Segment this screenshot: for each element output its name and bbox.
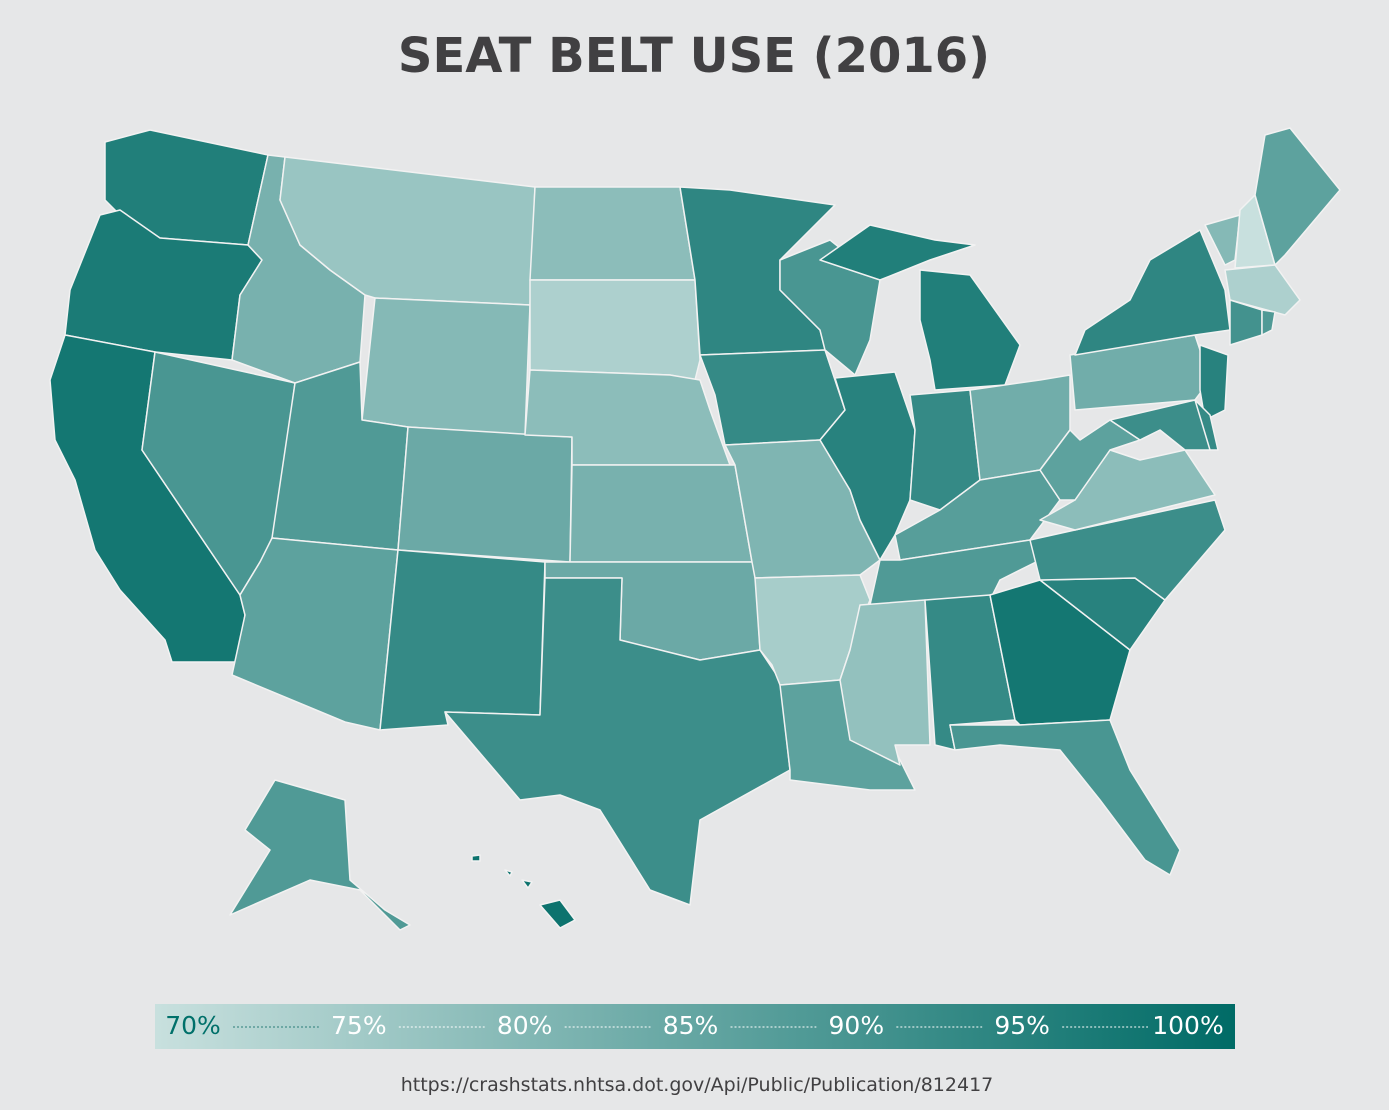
region — [397, 426, 573, 563]
region — [529, 186, 696, 281]
region — [1109, 399, 1211, 451]
region — [839, 599, 931, 766]
legend-bar — [155, 1004, 1235, 1049]
legend: 70% 75% 80% 85% 90% 95% 100% — [165, 1011, 1224, 1040]
region — [229, 779, 411, 931]
legend-tick-label: 80% — [497, 1011, 553, 1040]
region — [379, 549, 546, 731]
region — [1074, 229, 1231, 356]
region — [1224, 264, 1301, 316]
chart-title: SEAT BELT USE (2016) — [398, 28, 990, 84]
source: https://crashstats.nhtsa.dot.gov/Api/Pub… — [401, 1074, 994, 1096]
region — [444, 577, 791, 906]
region — [569, 464, 753, 563]
region — [1199, 344, 1229, 421]
region — [361, 297, 531, 436]
legend-tick-label: 85% — [663, 1011, 719, 1040]
legend-tick-label: 100% — [1152, 1011, 1223, 1040]
region — [949, 719, 1181, 876]
region — [699, 349, 846, 446]
region — [529, 279, 701, 381]
legend-tick-label: 90% — [829, 1011, 885, 1040]
region — [471, 854, 576, 929]
region — [819, 224, 1021, 391]
legend-tick-label: 75% — [331, 1011, 387, 1040]
region — [1261, 309, 1276, 336]
legend-tick-label: 95% — [994, 1011, 1050, 1040]
region — [231, 537, 399, 731]
region — [1029, 499, 1226, 601]
map — [49, 127, 1341, 931]
legend-tick-label: 70% — [165, 1011, 221, 1040]
